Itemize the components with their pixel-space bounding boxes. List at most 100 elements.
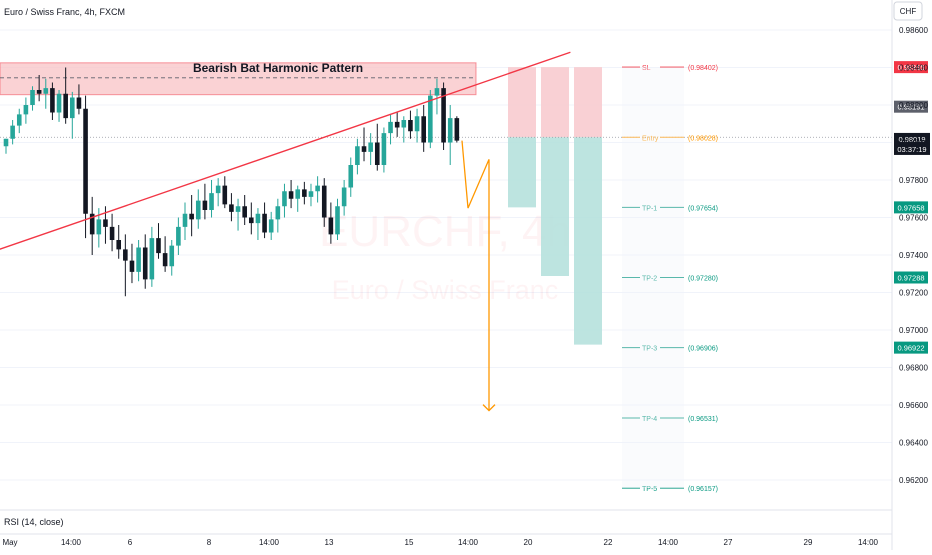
candle-body[interactable] [10, 125, 15, 139]
resistance-trendline[interactable] [0, 51, 571, 250]
trade-box-risk[interactable] [574, 67, 602, 138]
candle-body[interactable] [302, 189, 307, 197]
candle-body[interactable] [136, 247, 141, 272]
x-tick-label: 6 [128, 538, 133, 547]
rsi-label: RSI (14, close) [4, 517, 64, 527]
candle-body[interactable] [202, 200, 208, 210]
candle-body[interactable] [374, 142, 380, 166]
candle-body[interactable] [103, 219, 108, 227]
candle-body[interactable] [235, 206, 241, 212]
candle-body[interactable] [421, 116, 426, 143]
candle-body[interactable] [401, 120, 407, 128]
candle-body[interactable] [149, 238, 155, 280]
candle-body[interactable] [116, 240, 122, 250]
candle-body[interactable] [169, 245, 175, 267]
candle-body[interactable] [242, 206, 247, 218]
candle-body[interactable] [268, 219, 274, 233]
candle-body[interactable] [189, 213, 194, 220]
candle-body[interactable] [361, 146, 367, 152]
candle-body[interactable] [262, 213, 267, 233]
candle-body[interactable] [109, 226, 115, 240]
trade-box-reward[interactable] [574, 137, 602, 345]
price-projection[interactable] [461, 140, 496, 412]
candle-body[interactable] [249, 217, 254, 224]
candle-body[interactable] [63, 93, 68, 119]
candle-body[interactable] [454, 118, 460, 141]
candle-body[interactable] [156, 238, 161, 254]
trade-boxes[interactable] [508, 67, 602, 345]
candle-body[interactable] [428, 95, 433, 143]
x-tick-label: 8 [207, 538, 212, 547]
candle-body[interactable] [348, 165, 354, 188]
candle-body[interactable] [341, 187, 347, 207]
y-tick-label: 0.96800 [899, 364, 928, 373]
trendline[interactable] [0, 51, 571, 250]
candle-body[interactable] [434, 88, 440, 96]
candle-body[interactable] [182, 213, 188, 227]
candle-body[interactable] [176, 226, 181, 246]
candle-body[interactable] [83, 108, 88, 214]
price-axis[interactable]: 0.98600 0.98400 0.98200 0.98000 0.97800 0.976… [891, 0, 928, 550]
candle-body[interactable] [162, 253, 168, 267]
candle-body[interactable] [89, 213, 95, 235]
candle-body[interactable] [381, 133, 387, 165]
target-levels[interactable]: SL (0.98402) 0.98395 Entry (0.98028) TP-1 (0.9… [0, 61, 930, 493]
candle-body[interactable] [30, 90, 35, 105]
level-name: TP-5 [642, 486, 657, 493]
y-tick-label: 0.97000 [899, 326, 928, 335]
candle-body[interactable] [70, 97, 75, 119]
candle-body[interactable] [441, 88, 446, 143]
candle-body[interactable] [288, 191, 294, 199]
candle-body[interactable] [282, 191, 287, 207]
candle-body[interactable] [209, 193, 214, 210]
candle-body[interactable] [215, 185, 221, 194]
x-tick-label: 14:00 [658, 538, 679, 547]
candle-body[interactable] [195, 200, 201, 220]
axis-price-tag [894, 61, 928, 74]
candle-body[interactable] [222, 185, 228, 205]
candle-body[interactable] [308, 191, 314, 197]
trade-box-reward[interactable] [541, 137, 569, 276]
candle-body[interactable] [368, 142, 373, 152]
candle-body[interactable] [295, 189, 301, 199]
candle-body[interactable] [16, 114, 22, 126]
axis-price-tag [894, 201, 928, 214]
candle-body[interactable] [142, 247, 148, 280]
level-value: (0.97654) [688, 205, 718, 212]
candle-body[interactable] [76, 97, 82, 109]
candle-body[interactable] [50, 88, 55, 113]
candle-body[interactable] [394, 121, 400, 128]
candle-body[interactable] [321, 185, 327, 218]
candle-body[interactable] [229, 204, 234, 212]
candle-body[interactable] [408, 120, 413, 132]
trade-box-risk[interactable] [541, 67, 569, 138]
candle-body[interactable] [355, 146, 360, 165]
candle-body[interactable] [255, 213, 261, 224]
candle-body[interactable] [414, 116, 420, 132]
candle-body[interactable] [328, 217, 334, 235]
candle-body[interactable] [388, 121, 393, 134]
candle-body[interactable] [275, 206, 281, 220]
trade-box-risk[interactable] [508, 67, 536, 138]
currency-button[interactable]: CHF [893, 1, 923, 21]
candle-body[interactable] [3, 138, 9, 147]
candle-body[interactable] [23, 105, 29, 115]
trade-box-reward[interactable] [508, 137, 536, 208]
candle-body[interactable] [96, 219, 102, 235]
candle-body[interactable] [335, 206, 340, 235]
y-tick-label: 0.96400 [899, 439, 928, 448]
projection-path[interactable] [461, 140, 490, 411]
candle-body[interactable] [315, 185, 320, 192]
candle-body[interactable] [447, 118, 453, 143]
candles[interactable] [3, 67, 460, 297]
time-axis[interactable]: May 14:00 6 8 14:00 13 15 14:00 20 22 14:00 27 29 14:… [0, 533, 892, 547]
currency-button-label[interactable]: CHF [900, 7, 917, 16]
candle-body[interactable] [56, 93, 62, 113]
x-tick-label: 14:00 [458, 538, 479, 547]
last-close-tag-label: 0.98191 [897, 103, 924, 112]
candle-body[interactable] [43, 88, 49, 94]
candle-body[interactable] [123, 249, 128, 261]
candle-body[interactable] [129, 260, 135, 272]
candle-body[interactable] [36, 90, 42, 94]
